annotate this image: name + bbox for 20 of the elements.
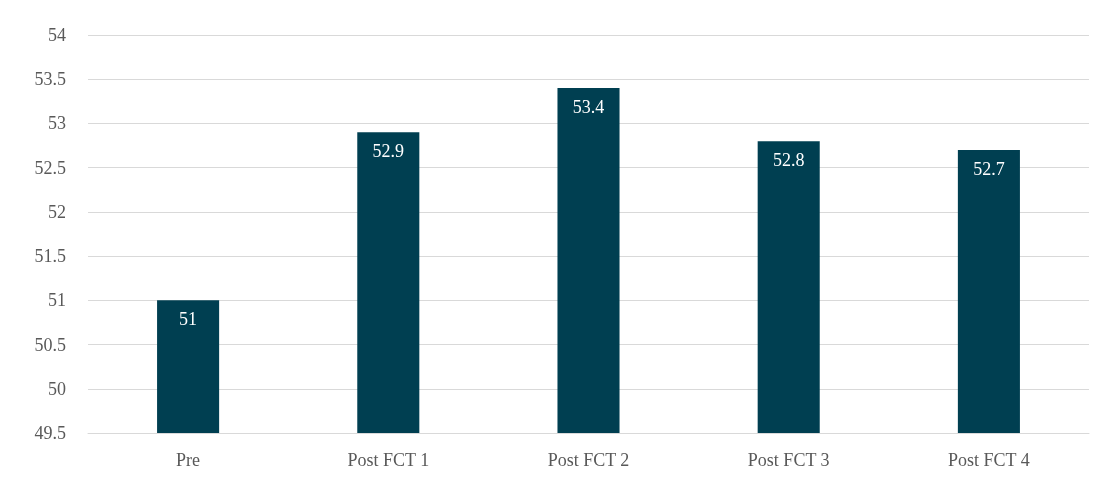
y-tick-label: 50 xyxy=(48,378,66,399)
x-tick-label: Post FCT 2 xyxy=(547,450,630,470)
x-tick-label: Post FCT 3 xyxy=(747,450,830,470)
y-tick-label: 51.5 xyxy=(34,246,66,267)
data-label: 52.8 xyxy=(772,150,805,171)
y-tick-label: 53 xyxy=(48,113,66,134)
x-tick-label: Post FCT 1 xyxy=(347,450,430,470)
x-tick-label: Post FCT 4 xyxy=(948,450,1030,470)
data-label: 53.4 xyxy=(572,97,605,118)
y-tick-label: 53.5 xyxy=(34,69,66,90)
y-tick-label: 52.5 xyxy=(34,157,66,178)
y-tick-label: 49.5 xyxy=(34,423,66,443)
x-tick-label: Pre xyxy=(176,450,201,470)
y-tick-label: 51 xyxy=(48,290,66,311)
y-tick-label: 50.5 xyxy=(34,334,66,355)
data-label: 51 xyxy=(179,309,198,330)
y-tick-label: 52 xyxy=(48,201,66,222)
y-tick-label: 54 xyxy=(48,25,66,45)
data-label: 52.7 xyxy=(973,158,1005,179)
data-label: 52.9 xyxy=(372,141,405,162)
